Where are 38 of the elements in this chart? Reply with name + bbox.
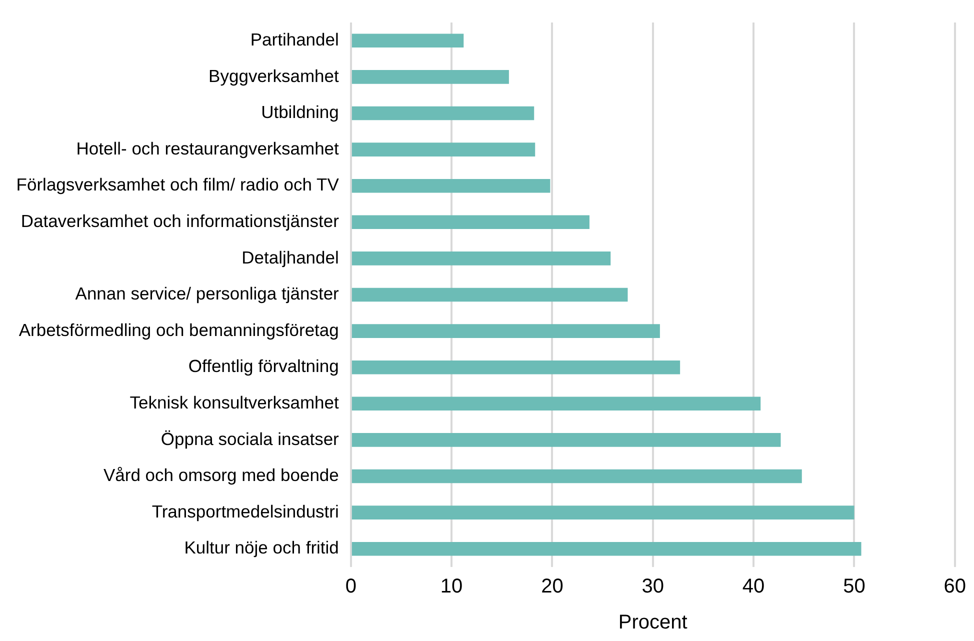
y-tick-label: Arbetsförmedling och bemanningsföretag [18, 320, 339, 340]
y-tick-label: Förlagsverksamhet och film/ radio och TV [16, 174, 340, 195]
x-tick-label: 40 [742, 576, 765, 598]
bar [352, 215, 590, 230]
y-tick-label: Teknisk konsultverksamhet [130, 392, 340, 412]
bar [352, 252, 611, 266]
y-tick-label: Utbildning [261, 102, 339, 122]
x-tick-label: 10 [440, 576, 463, 598]
y-tick-label: Transportmedelsindustri [152, 501, 339, 522]
bar [352, 34, 464, 48]
y-tick-label: Kultur nöje och fritid [184, 538, 339, 558]
x-tick-label: 60 [944, 576, 966, 598]
y-tick-label: Detaljhandel [242, 247, 339, 268]
y-tick-label: Offentlig förvaltning [188, 356, 339, 376]
y-tick-label: Hotell- och restaurangverksamhet [76, 138, 340, 158]
bar [352, 324, 660, 338]
bar [352, 70, 509, 84]
bar [352, 142, 536, 156]
x-axis-title: Procent [618, 612, 688, 634]
x-tick-label: 20 [541, 576, 564, 598]
bar [352, 469, 802, 484]
bar [352, 178, 550, 193]
bar [352, 542, 862, 556]
y-tick-label: Vård och omsorg med boende [103, 465, 339, 486]
x-tick-label: 50 [843, 576, 866, 598]
y-tick-label: Öppna sociala insatser [160, 428, 340, 449]
x-tick-label: 30 [642, 576, 664, 598]
y-tick-label: Annan service/ personliga tjänster [75, 284, 340, 304]
bar [352, 396, 761, 411]
bar [352, 360, 680, 374]
bar [352, 288, 628, 302]
y-tick-label: Partihandel [250, 29, 339, 50]
bar [352, 506, 854, 520]
bar [352, 106, 534, 120]
y-tick-label: Byggverksamhet [208, 66, 340, 86]
x-tick-label: 0 [345, 576, 356, 598]
y-tick-label: Dataverksamhet och informationstjänster [20, 210, 340, 231]
bar [352, 433, 781, 447]
